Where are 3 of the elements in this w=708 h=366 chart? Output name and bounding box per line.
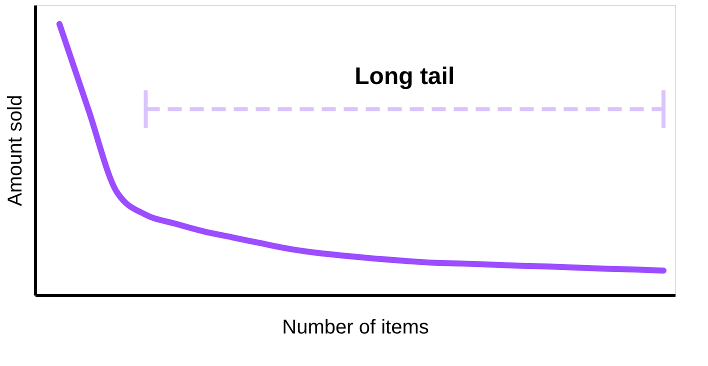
y-axis-title: Amount sold <box>4 94 26 206</box>
x-axis-title: Number of items <box>282 316 429 338</box>
series-label: Long tail <box>354 63 455 90</box>
